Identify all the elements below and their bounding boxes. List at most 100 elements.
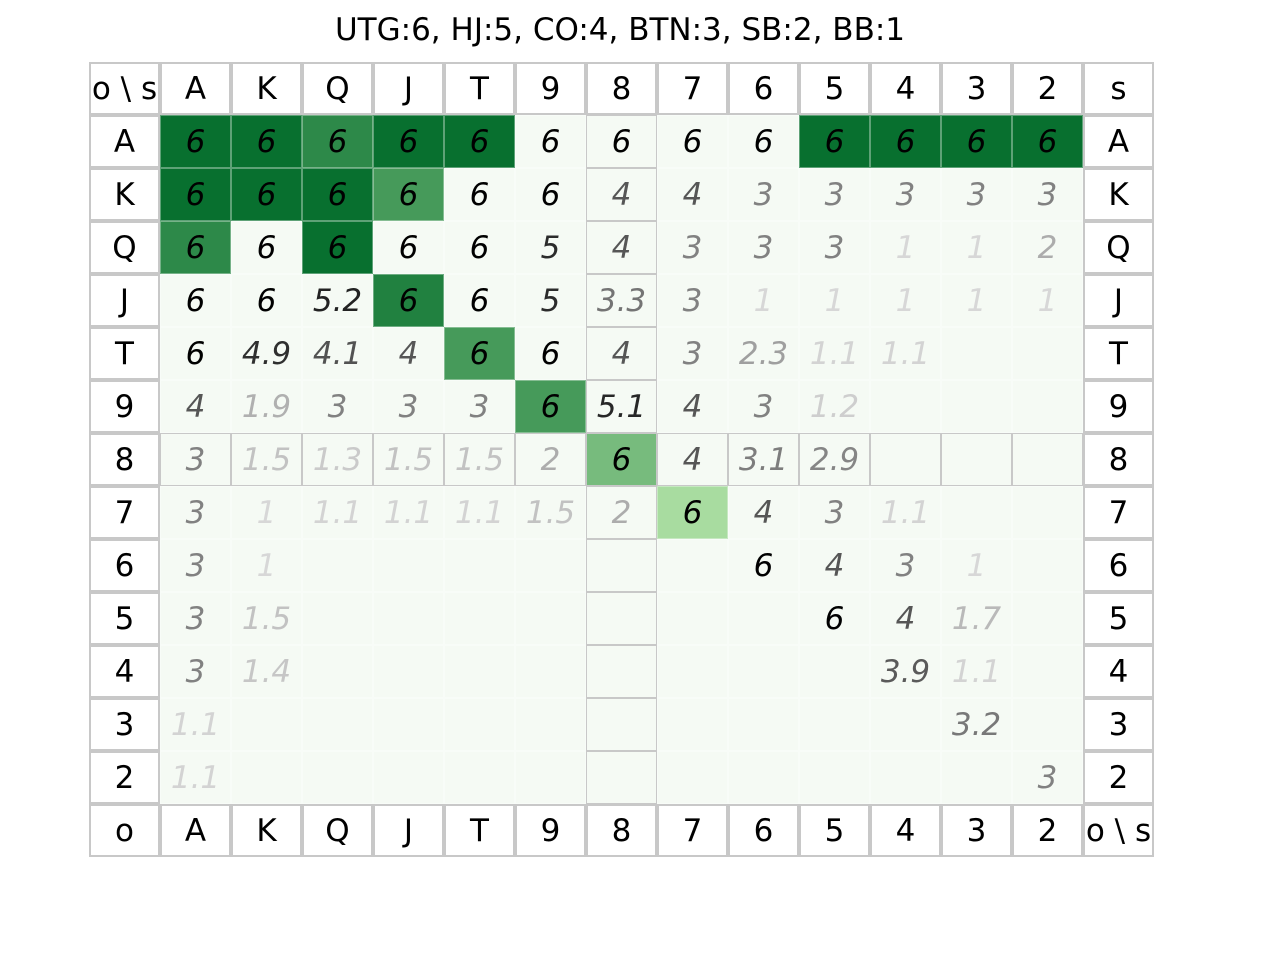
column-header-5: 5	[799, 62, 870, 115]
hand-cell-t2-suited	[1012, 327, 1083, 380]
hand-cell-j9-suited: 5	[515, 274, 586, 327]
hand-cell-tq-offsuit: 4.1	[302, 327, 373, 380]
hand-cell-6a-offsuit: 3	[160, 539, 231, 592]
column-footer-6: 6	[728, 804, 799, 857]
column-footer-3: 3	[941, 804, 1012, 857]
hand-cell-8k-offsuit: 1.5	[231, 433, 302, 486]
hand-cell-t6-suited: 2.3	[728, 327, 799, 380]
corner-label-top-left: o \ s	[89, 62, 160, 115]
row-footer-t: T	[1083, 327, 1154, 380]
hand-cell-a3-suited: 6	[941, 115, 1012, 168]
hand-cell-82-suited	[1012, 433, 1083, 486]
hand-cell-92-suited	[1012, 380, 1083, 433]
hand-cell-72-suited	[1012, 486, 1083, 539]
hand-cell-63-suited: 1	[941, 539, 1012, 592]
hand-cell-4k-offsuit: 1.4	[231, 645, 302, 698]
hand-cell-86-suited: 3.1	[728, 433, 799, 486]
column-header-t: T	[444, 62, 515, 115]
hand-cell-kj-suited: 6	[373, 168, 444, 221]
column-header-2: 2	[1012, 62, 1083, 115]
hand-cell-8a-offsuit: 3	[160, 433, 231, 486]
row-header-a: A	[89, 115, 160, 168]
row-footer-k: K	[1083, 168, 1154, 221]
hand-cell-jj-pair: 6	[373, 274, 444, 327]
hand-cell-aj-suited: 6	[373, 115, 444, 168]
hand-cell-36-offsuit	[728, 698, 799, 751]
column-header-4: 4	[870, 62, 941, 115]
row-footer-j: J	[1083, 274, 1154, 327]
hand-cell-2k-offsuit	[231, 751, 302, 804]
corner-label-bottom-left: o	[89, 804, 160, 857]
hand-cell-a2-suited: 6	[1012, 115, 1083, 168]
hand-cell-7q-offsuit: 1.1	[302, 486, 373, 539]
hand-cell-95-suited: 1.2	[799, 380, 870, 433]
hand-cell-45-offsuit	[799, 645, 870, 698]
hand-cell-8t-offsuit: 1.5	[444, 433, 515, 486]
hand-cell-97-suited: 4	[657, 380, 728, 433]
hand-cell-k8-suited: 4	[586, 168, 657, 221]
hand-cell-j3-suited: 1	[941, 274, 1012, 327]
hand-cell-6q-offsuit	[302, 539, 373, 592]
hand-cell-8q-offsuit: 1.3	[302, 433, 373, 486]
hand-cell-3j-offsuit	[373, 698, 444, 751]
hand-cell-25-offsuit	[799, 751, 870, 804]
hand-cell-24-offsuit	[870, 751, 941, 804]
row-footer-6: 6	[1083, 539, 1154, 592]
row-footer-2: 2	[1083, 751, 1154, 804]
hand-cell-a4-suited: 6	[870, 115, 941, 168]
hand-cell-k7-suited: 4	[657, 168, 728, 221]
hand-cell-49-offsuit	[515, 645, 586, 698]
hand-cell-qt-suited: 6	[444, 221, 515, 274]
corner-label-bottom-right: o \ s	[1083, 804, 1154, 857]
hand-cell-96-suited: 3	[728, 380, 799, 433]
hand-cell-9a-offsuit: 4	[160, 380, 231, 433]
hand-cell-54-suited: 4	[870, 592, 941, 645]
hand-cell-89-offsuit: 2	[515, 433, 586, 486]
hand-cell-kq-suited: 6	[302, 168, 373, 221]
hand-cell-2a-offsuit: 1.1	[160, 751, 231, 804]
hand-cell-8j-offsuit: 1.5	[373, 433, 444, 486]
hand-cell-5k-offsuit: 1.5	[231, 592, 302, 645]
hand-cell-2q-offsuit	[302, 751, 373, 804]
hand-cell-t4-suited: 1.1	[870, 327, 941, 380]
column-footer-7: 7	[657, 804, 728, 857]
row-header-4: 4	[89, 645, 160, 698]
hand-cell-42-suited	[1012, 645, 1083, 698]
hand-cell-kt-suited: 6	[444, 168, 515, 221]
column-header-9: 9	[515, 62, 586, 115]
hand-cell-a9-suited: 6	[515, 115, 586, 168]
row-header-6: 6	[89, 539, 160, 592]
hand-cell-4a-offsuit: 3	[160, 645, 231, 698]
hand-cell-9j-offsuit: 3	[373, 380, 444, 433]
row-header-q: Q	[89, 221, 160, 274]
row-header-k: K	[89, 168, 160, 221]
hand-cell-69-offsuit	[515, 539, 586, 592]
row-header-9: 9	[89, 380, 160, 433]
hand-cell-t3-suited	[941, 327, 1012, 380]
column-header-k: K	[231, 62, 302, 115]
hand-cell-68-offsuit	[586, 539, 657, 592]
hand-cell-62-suited	[1012, 539, 1083, 592]
hand-cell-at-suited: 6	[444, 115, 515, 168]
hand-cell-qk-offsuit: 6	[231, 221, 302, 274]
hand-cell-a6-suited: 6	[728, 115, 799, 168]
column-header-8: 8	[586, 62, 657, 115]
hand-cell-q7-suited: 3	[657, 221, 728, 274]
row-footer-q: Q	[1083, 221, 1154, 274]
hand-cell-q2-suited: 2	[1012, 221, 1083, 274]
hand-cell-jk-offsuit: 6	[231, 274, 302, 327]
hand-cell-j4-suited: 1	[870, 274, 941, 327]
hand-cell-37-offsuit	[657, 698, 728, 751]
hand-cell-q8-suited: 4	[586, 221, 657, 274]
hand-cell-tj-offsuit: 4	[373, 327, 444, 380]
hand-cell-55-pair: 6	[799, 592, 870, 645]
hand-cell-75-suited: 3	[799, 486, 870, 539]
hand-cell-47-offsuit	[657, 645, 728, 698]
hand-cell-32-suited	[1012, 698, 1083, 751]
hand-cell-2j-offsuit	[373, 751, 444, 804]
column-header-q: Q	[302, 62, 373, 115]
hand-cell-kk-pair: 6	[231, 168, 302, 221]
hand-cell-k9-suited: 6	[515, 168, 586, 221]
column-footer-2: 2	[1012, 804, 1083, 857]
hand-cell-j8-suited: 3.3	[586, 274, 657, 327]
